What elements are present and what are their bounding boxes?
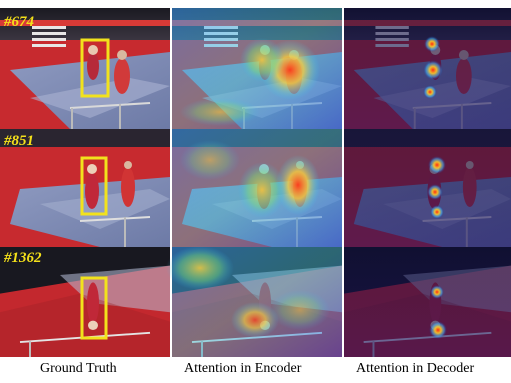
caption-ground-truth: Ground Truth	[40, 361, 117, 376]
ground-truth-bbox	[80, 156, 108, 216]
encoder-panel-row2	[172, 129, 342, 247]
encoder-panel-row3	[166, 246, 342, 357]
encoder-panel-row1	[172, 8, 342, 129]
frame-label: #674	[3, 14, 35, 30]
gt-panel-row2: #851	[0, 129, 170, 247]
caption-attention-encoder: Attention in Encoder	[184, 361, 302, 376]
caption-attention-decoder: Attention in Decoder	[356, 361, 475, 376]
ground-truth-bbox	[80, 276, 108, 340]
frame-label: #1362	[3, 250, 42, 266]
ground-truth-bbox	[80, 38, 110, 98]
decoder-panel-row3	[344, 247, 511, 357]
decoder-panel-row2	[344, 129, 511, 247]
frame-label: #851	[3, 133, 34, 149]
gt-panel-row1: #674	[0, 8, 170, 129]
decoder-panel-row1	[344, 8, 511, 129]
gt-panel-row3: #1362	[0, 247, 170, 357]
